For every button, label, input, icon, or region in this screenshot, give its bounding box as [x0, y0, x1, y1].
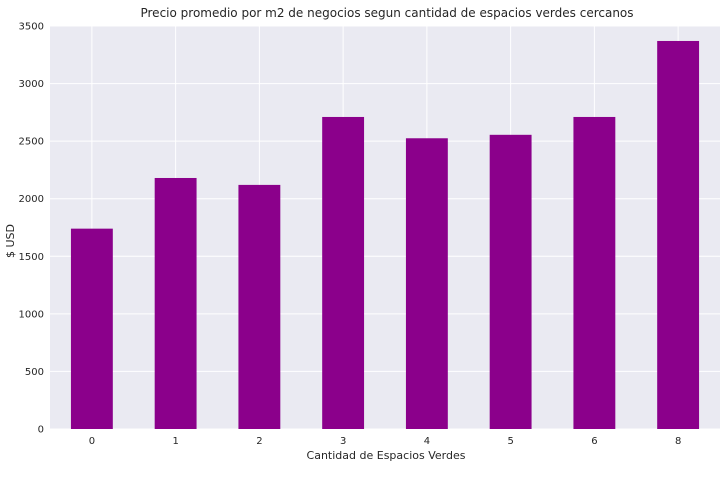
x-tick-label: 3 [340, 436, 346, 447]
bars [70, 40, 700, 430]
x-tick-label: 5 [507, 436, 513, 447]
x-tick-label: 2 [256, 436, 262, 447]
y-tick-label: 3500 [19, 22, 44, 33]
y-tick-label: 0 [38, 425, 44, 436]
x-tick-labels: 0 1 2 3 4 5 6 8 [89, 436, 682, 447]
chart-title: Precio promedio por m2 de negocios segun… [140, 6, 633, 20]
bar-2 [238, 184, 281, 429]
bar-4 [405, 138, 448, 429]
x-tick-label: 1 [172, 436, 178, 447]
plot-area [50, 26, 720, 429]
y-tick-label: 3000 [19, 79, 44, 90]
bar-0 [70, 228, 113, 429]
x-tick-label: 6 [591, 436, 597, 447]
bar-8 [657, 40, 700, 430]
x-axis-label: Cantidad de Espacios Verdes [307, 449, 466, 462]
x-tick-label: 0 [89, 436, 95, 447]
y-tick-label: 1000 [19, 309, 44, 320]
x-tick-label: 8 [675, 436, 681, 447]
bar-6 [573, 116, 616, 429]
y-tick-label: 2000 [19, 194, 44, 205]
y-axis-label: $ USD [4, 224, 17, 258]
x-tick-label: 4 [424, 436, 430, 447]
bar-3 [322, 116, 365, 429]
y-tick-label: 1500 [19, 252, 44, 263]
y-tick-labels: 0 500 1000 1500 2000 2500 3000 3500 [19, 22, 44, 436]
bar-1 [154, 177, 197, 429]
bar-5 [489, 134, 532, 429]
y-tick-label: 500 [25, 367, 44, 378]
y-tick-label: 2500 [19, 137, 44, 148]
